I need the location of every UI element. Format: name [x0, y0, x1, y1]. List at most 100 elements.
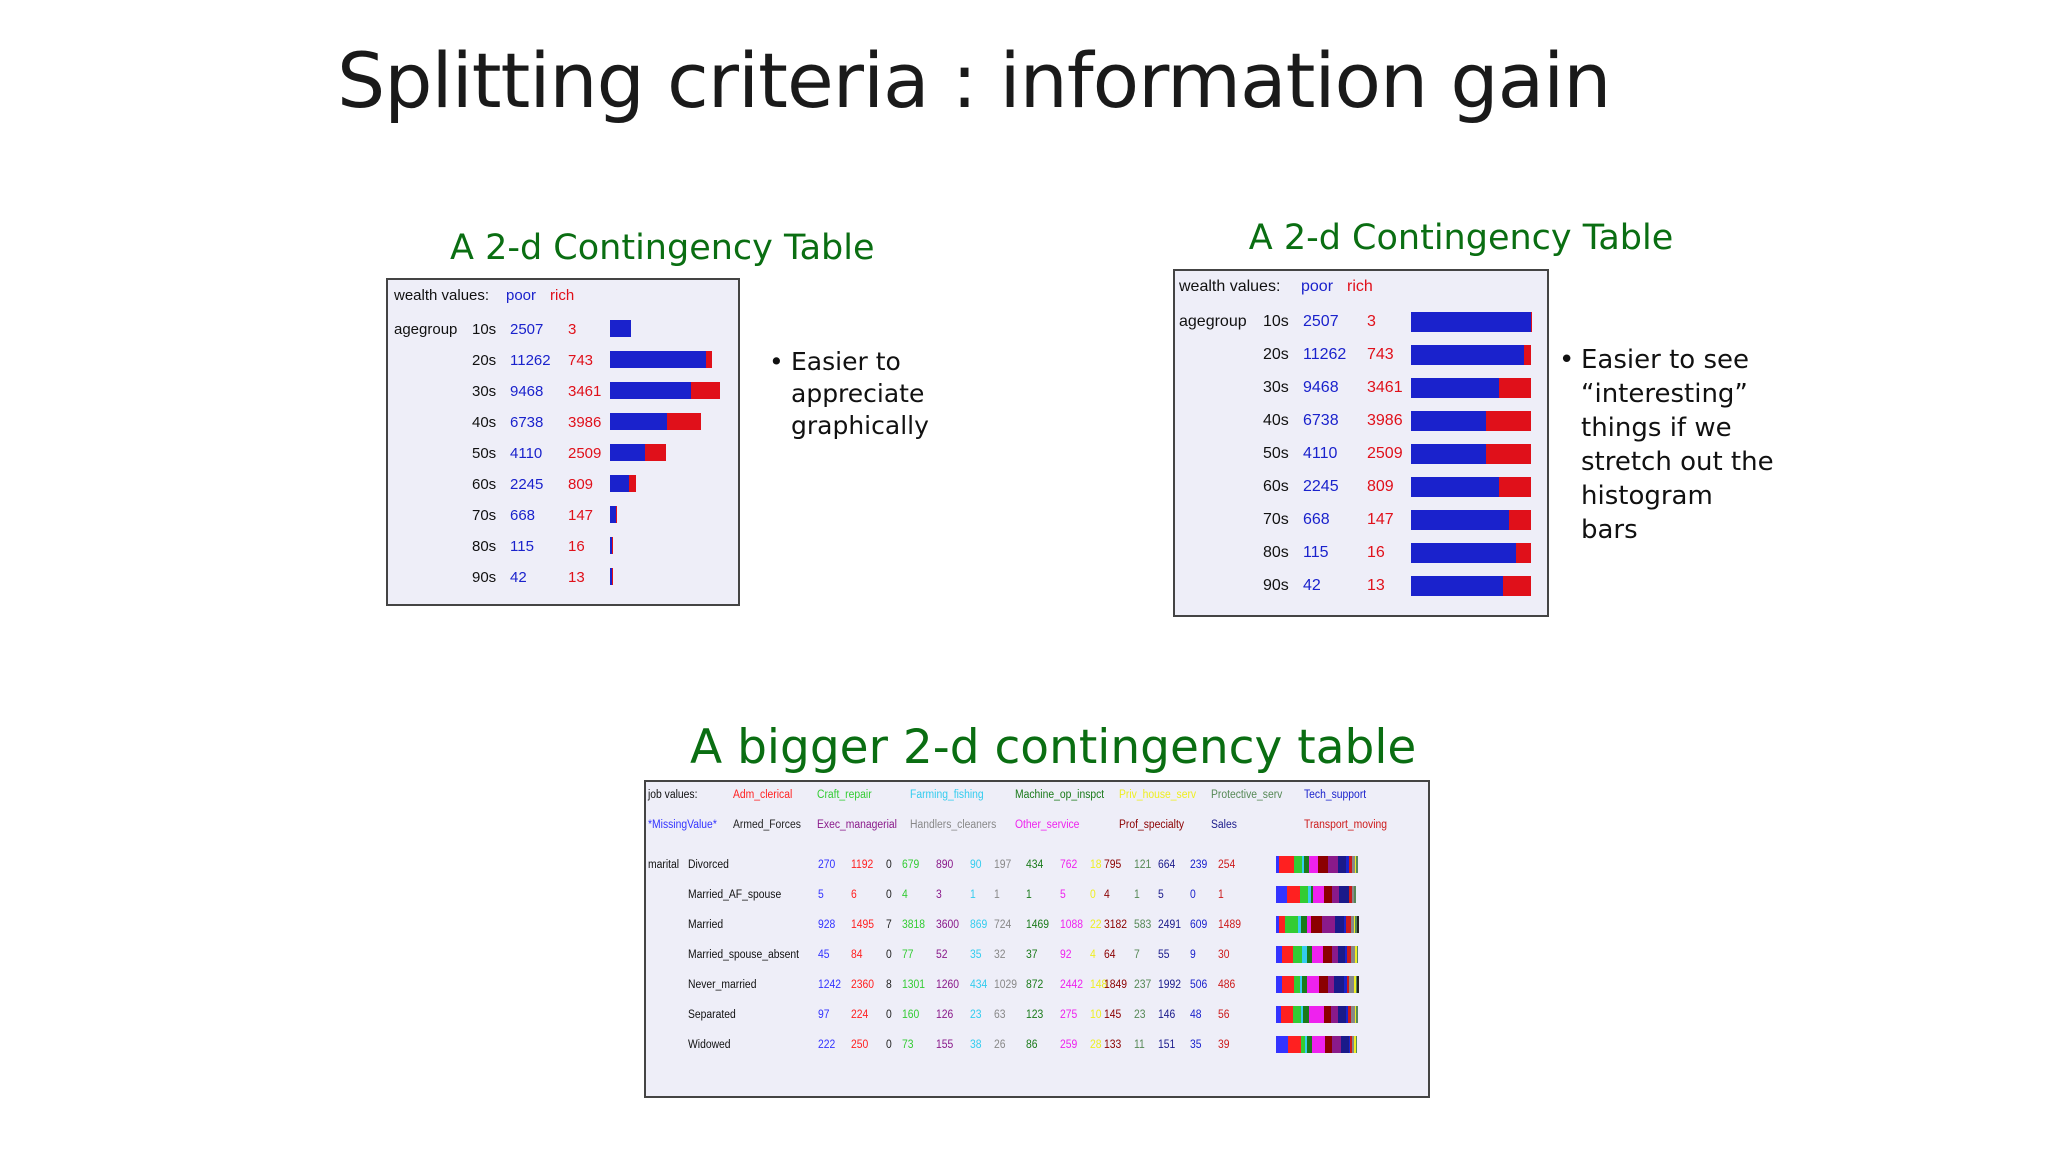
cell-value: 0	[1190, 889, 1196, 901]
histogram-bar	[1411, 477, 1531, 497]
cell-value: 434	[970, 979, 988, 991]
cell-value: 1029	[994, 979, 1018, 991]
bar-segment	[1310, 886, 1313, 903]
bar-segment	[1332, 1036, 1341, 1053]
job-header: Other_service	[1015, 819, 1080, 831]
row-label: 50s	[472, 445, 497, 462]
cell-value: 583	[1134, 919, 1152, 931]
cell-value: 5	[818, 889, 824, 901]
row-label: 30s	[472, 383, 497, 400]
bar-segment	[1338, 1006, 1346, 1023]
poor-segment	[610, 382, 691, 399]
poor-segment	[1411, 510, 1510, 530]
bar-segment	[1351, 1006, 1355, 1023]
bar-segment	[1276, 1006, 1282, 1023]
row-label: Widowed	[688, 1039, 731, 1051]
bar-segment	[1301, 856, 1304, 873]
cell-value: 126	[936, 1009, 954, 1021]
cell-value: 664	[1158, 859, 1176, 871]
bar-segment	[1331, 946, 1339, 963]
cell-value: 2360	[851, 979, 875, 991]
rich-value: 3461	[1367, 379, 1403, 396]
cell-value: 18	[1090, 859, 1102, 871]
rich-value: 2509	[1367, 445, 1403, 462]
job-header: Priv_house_serv	[1119, 789, 1197, 801]
bar-segment	[1298, 916, 1302, 933]
cell-value: 222	[818, 1039, 836, 1051]
histogram-bar	[1411, 345, 1531, 365]
rich-segment	[644, 444, 667, 461]
bar-segment	[1306, 916, 1311, 933]
cell-value: 237	[1134, 979, 1152, 991]
cell-value: 133	[1104, 1039, 1122, 1051]
cell-value: 250	[851, 1039, 869, 1051]
histogram-bar	[1411, 543, 1531, 563]
poor-value: 115	[510, 538, 534, 555]
bar-segment	[1276, 886, 1287, 903]
row-label: 70s	[472, 507, 497, 524]
cell-value: 890	[936, 859, 954, 871]
cell-value: 762	[1060, 859, 1078, 871]
cell-value: 239	[1190, 859, 1208, 871]
row-label: Divorced	[688, 859, 729, 871]
job-header: *MissingValue*	[648, 819, 717, 831]
poor-value: 6738	[510, 414, 544, 431]
row-label: 30s	[1263, 379, 1289, 396]
cell-value: 0	[886, 859, 892, 871]
poor-column-header: poor	[1301, 278, 1334, 295]
poor-segment	[610, 506, 616, 523]
bar-segment	[1323, 946, 1332, 963]
wealth-values-label: wealth values:	[1179, 278, 1281, 295]
bar-segment	[1353, 976, 1356, 993]
bar-segment	[1323, 886, 1333, 903]
rich-segment	[1499, 477, 1531, 497]
bar-segment	[1354, 1036, 1356, 1053]
stacked-bar	[1276, 886, 1364, 903]
row-label: 50s	[1263, 445, 1289, 462]
bar-segment	[1345, 946, 1347, 963]
wealth-values-label: wealth values:	[394, 287, 490, 304]
cell-value: 3182	[1104, 919, 1128, 931]
cell-value: 35	[970, 949, 982, 961]
bar-segment	[1338, 946, 1346, 963]
poor-segment	[610, 320, 632, 337]
rich-segment	[1485, 444, 1531, 464]
rich-segment	[1516, 543, 1531, 563]
panel1-heading: A 2-d Contingency Table	[450, 228, 875, 268]
bar-segment	[1306, 976, 1319, 993]
cell-value: 0	[886, 1039, 892, 1051]
cell-value: 4	[902, 889, 908, 901]
bar-segment	[1348, 1036, 1351, 1053]
rich-segment	[690, 382, 720, 399]
slide-title: Splitting criteria : information gain	[337, 36, 1611, 125]
row-label: Never_married	[688, 979, 757, 991]
bar-segment	[1302, 1006, 1310, 1023]
poor-value: 4110	[510, 445, 543, 462]
cell-value: 275	[1060, 1009, 1078, 1021]
bar-segment	[1276, 946, 1282, 963]
rich-value: 3986	[568, 414, 602, 431]
histogram-bar	[610, 413, 702, 430]
job-header: Prof_specialty	[1119, 819, 1185, 831]
row-label: Separated	[688, 1009, 736, 1021]
bar-segment	[1347, 946, 1351, 963]
attribute-label: agegroup	[394, 321, 458, 338]
cell-value: 145	[1104, 1009, 1122, 1021]
bar-segment	[1354, 946, 1357, 963]
row-label: 60s	[472, 476, 497, 493]
bar-segment	[1356, 1006, 1358, 1023]
poor-segment	[1411, 477, 1500, 497]
cell-value: 11	[1134, 1039, 1145, 1051]
row-label: 90s	[472, 569, 497, 586]
bar-segment	[1304, 1036, 1307, 1053]
rich-segment	[1523, 345, 1531, 365]
cell-value: 1469	[1026, 919, 1050, 931]
row-label: Married_spouse_absent	[688, 949, 800, 961]
rich-value: 147	[1367, 511, 1394, 528]
job-header: Adm_clerical	[733, 789, 793, 801]
bar-segment	[1312, 886, 1324, 903]
cell-value: 0	[886, 1009, 892, 1021]
poor-value: 2507	[510, 321, 544, 338]
bar-segment	[1352, 1036, 1355, 1053]
job-header: Handlers_cleaners	[910, 819, 997, 831]
